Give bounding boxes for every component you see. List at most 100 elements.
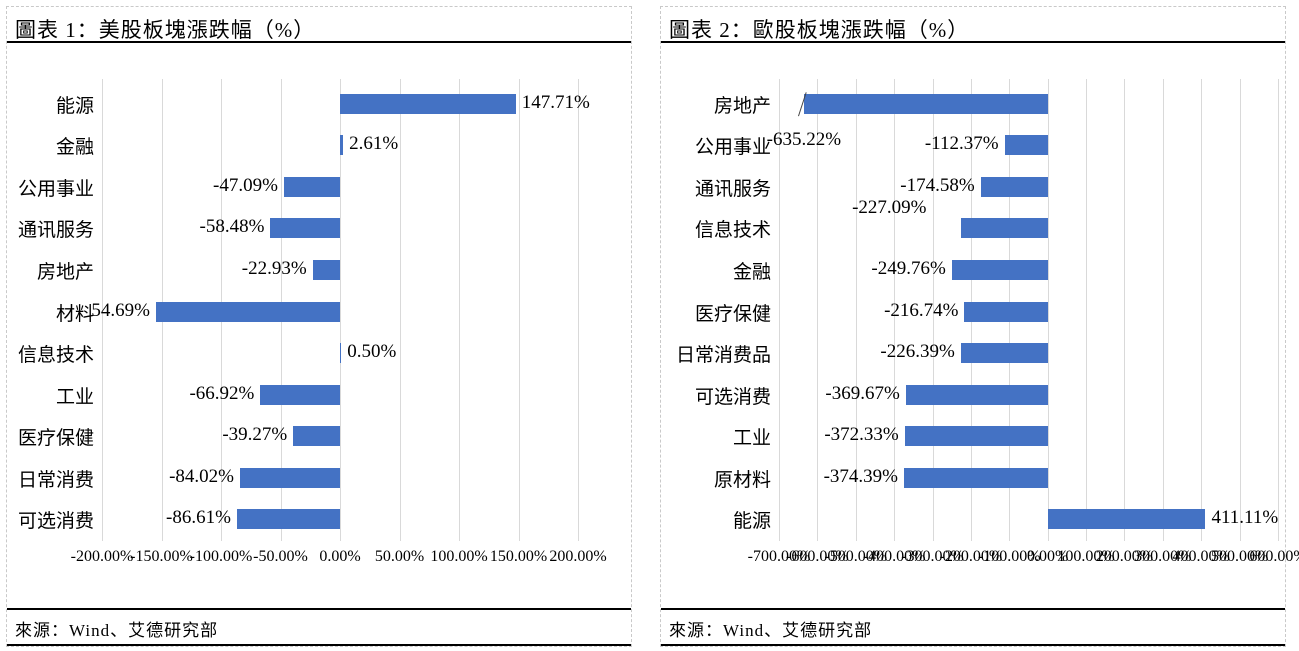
x-axis-tick-label: 400.00%: [1172, 548, 1230, 565]
category-label: 公用事业: [17, 178, 94, 200]
bar-通讯服务: [270, 218, 340, 239]
x-axis-tick-label: 200.00%: [549, 548, 607, 565]
bar-日常消费品: [960, 343, 1048, 364]
bar-金融: [340, 135, 344, 156]
bar-公用事业: [283, 176, 340, 197]
data-label: -66.92%: [189, 382, 255, 404]
category-label: 通讯服务: [17, 220, 94, 242]
data-label: -249.76%: [871, 257, 946, 279]
gridline: [817, 79, 819, 541]
gridline: [518, 79, 520, 541]
category-label: 房地产: [713, 95, 771, 117]
data-label: -47.09%: [213, 174, 278, 196]
x-axis-tick-label: 0.00%: [319, 548, 361, 565]
us-sector-chart-panel: 圖表 1：美股板塊漲跌幅（%） -200.00% -150.00% -100.00%…: [6, 6, 632, 647]
data-label: -216.74%: [884, 299, 959, 321]
category-label: 工业: [732, 428, 771, 450]
category-label: 公用事业: [694, 137, 771, 159]
x-axis-tick-label: 50.00%: [374, 548, 425, 565]
gridline: [340, 79, 341, 541]
gridline: [1124, 79, 1126, 541]
data-label: -39.27%: [222, 424, 288, 446]
x-axis-tick-label: 200.00%: [1095, 548, 1154, 565]
source-divider: [7, 608, 631, 610]
gridline: [1086, 79, 1088, 541]
gridline: [578, 79, 579, 541]
data-label: -174.58%: [900, 174, 975, 196]
x-axis-tick-label: -300.00%: [901, 548, 964, 565]
data-label: -22.93%: [241, 257, 307, 279]
category-label: 日常消费: [17, 469, 94, 491]
category-label: 信息技术: [17, 345, 94, 367]
category-label: 可选消费: [694, 386, 771, 408]
category-label: 能源: [55, 95, 94, 117]
x-axis-tick-label: -400.00%: [862, 548, 926, 565]
eu-sector-chart-panel: 圖表 2：歐股板塊漲跌幅（%） -700.00% -600.00% -500.00%…: [660, 6, 1299, 647]
x-axis-tick-label: 600.00%: [1249, 548, 1299, 565]
title-underline: [661, 41, 1285, 43]
x-axis-tick-label: -100.00%: [189, 548, 253, 565]
x-axis-tick-label: 100.00%: [1057, 548, 1115, 565]
bar-原材料: [903, 467, 1048, 488]
source-divider: [661, 608, 1285, 610]
x-axis-tick-label: -100.00%: [977, 548, 1041, 565]
x-axis-tick-label: -600.00%: [786, 548, 849, 565]
bar-金融: [951, 259, 1048, 280]
gridline: [779, 79, 780, 541]
category-label: 材料: [55, 303, 94, 325]
gridline: [1162, 79, 1164, 541]
category-label: 房地产: [36, 261, 94, 283]
bar-医疗保健: [964, 301, 1048, 322]
bar-通讯服务: [980, 176, 1048, 197]
data-label: -635.22%: [766, 128, 842, 150]
gridline: [1239, 79, 1241, 541]
x-axis-tick-label: -200.00%: [70, 548, 134, 565]
x-axis-tick-label: 300.00%: [1134, 548, 1192, 565]
bar-公用事业: [1004, 135, 1048, 156]
category-label: 通讯服务: [694, 178, 771, 200]
bar-房地产: [312, 259, 340, 280]
chart-title-us: 圖表 1：美股板塊漲跌幅（%）: [15, 18, 316, 42]
source-text-us: 來源：Wind、艾德研究部: [15, 621, 219, 640]
data-label: 411.11%: [1211, 507, 1279, 529]
x-axis-tick-label: -200.00%: [939, 548, 1003, 565]
gridline: [459, 79, 460, 541]
gridline: [102, 79, 103, 541]
bar-信息技术: [340, 343, 342, 364]
source-text-eu: 來源：Wind、艾德研究部: [669, 621, 873, 640]
category-label: 信息技术: [694, 220, 771, 242]
chart-title-eu: 圖表 2：歐股板塊漲跌幅（%）: [669, 18, 970, 42]
category-label: 医疗保健: [17, 428, 94, 450]
x-axis-tick-label: 150.00%: [489, 548, 548, 565]
data-label: 147.71%: [521, 91, 590, 113]
data-label: -84.02%: [169, 465, 235, 487]
category-label: 金融: [732, 261, 771, 283]
panel-bottom-border: [661, 644, 1285, 646]
bar-工业: [260, 384, 340, 405]
category-label: 医疗保健: [694, 303, 771, 325]
gridline: [1278, 79, 1279, 541]
data-label: -369.67%: [825, 382, 900, 404]
data-label: 2.61%: [349, 133, 399, 155]
data-label: -372.33%: [824, 424, 899, 446]
gridline: [932, 79, 934, 541]
data-label: -112.37%: [924, 133, 999, 155]
gridline: [855, 79, 857, 541]
category-label: 可选消费: [17, 511, 94, 533]
x-axis-tick-label: -50.00%: [253, 548, 308, 565]
category-label: 能源: [732, 511, 771, 533]
bar-房地产: [803, 93, 1048, 114]
x-axis-tick-label: 100.00%: [430, 548, 488, 565]
gridline: [894, 79, 896, 541]
bar-信息技术: [960, 218, 1048, 239]
x-axis-tick-label: 0.00%: [1027, 548, 1069, 565]
category-label: 金融: [55, 137, 94, 159]
gridline: [1047, 79, 1049, 541]
gridline: [399, 79, 401, 541]
data-label: -227.09%: [852, 197, 927, 219]
x-axis-tick-label: -500.00%: [824, 548, 888, 565]
bar-可选消费: [905, 384, 1048, 405]
x-axis-tick-label: -150.00%: [130, 548, 193, 565]
category-label: 工业: [55, 386, 94, 408]
